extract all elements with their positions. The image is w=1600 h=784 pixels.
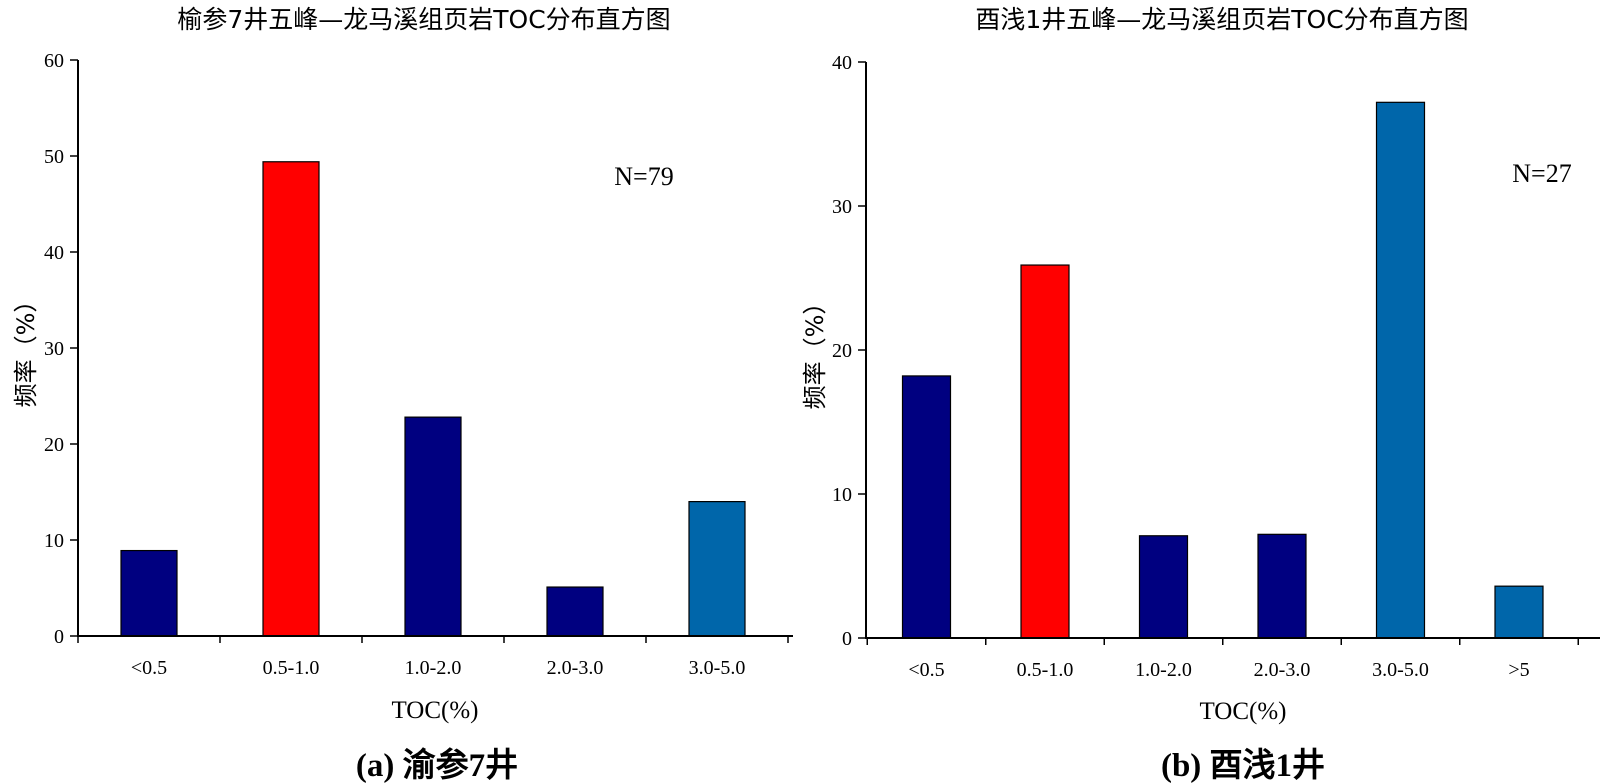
y-tick-label: 20 [832,340,852,362]
y-tick-label: 50 [44,146,64,168]
bar-<0.5 [901,375,952,639]
chart-b-sample-count: N=27 [1512,159,1571,188]
y-tick-label: 40 [832,52,852,74]
x-tick-label: 3.0-5.0 [689,657,746,679]
bar-3.0-5.0 [1375,101,1426,639]
y-tick-label: 30 [832,196,852,218]
x-tick-label: <0.5 [908,659,944,681]
y-tick-label: 0 [54,626,64,648]
bar-0.5-1.0 [1020,264,1070,639]
chart-a-title: 榆参7井五峰—龙马溪组页岩TOC分布直方图 [177,5,670,34]
bar-1.0-2.0 [404,416,462,637]
bar-3.0-5.0 [688,501,746,637]
bar-<0.5 [120,549,178,637]
y-tick-label: 10 [832,484,852,506]
y-tick-label: 0 [842,628,852,650]
x-tick-label: 2.0-3.0 [1254,659,1311,681]
chart-a-sample-count: N=79 [614,162,673,191]
y-tick-label: 40 [44,242,64,264]
y-tick-label: 20 [44,434,64,456]
chart-a-caption: (a) 渝参7井 [356,747,518,784]
bar-0.5-1.0 [262,161,320,637]
x-tick-label: 1.0-2.0 [405,657,462,679]
chart-b-x-label: TOC(%) [1199,698,1286,725]
chart-b-y-label: 频率（%） [801,291,829,410]
chart-b-bars [901,101,1544,639]
bar->5 [1494,585,1544,639]
chart-b-caption: (b) 酉浅1井 [1161,747,1325,784]
chart-a: 榆参7井五峰—龙马溪组页岩TOC分布直方图 0 10 20 30 40 50 60 <0.5… [12,5,793,784]
chart-b-x-ticks: <0.5 0.5-1.0 1.0-2.0 2.0-3.0 3.0-5.0 >5 [866,638,1579,681]
x-tick-label: 2.0-3.0 [547,657,604,679]
chart-b: 酉浅1井五峰—龙马溪组页岩TOC分布直方图 0 10 20 30 40 <0.5 0.5-… [801,5,1600,784]
y-tick-label: 10 [44,530,64,552]
chart-a-y-label: 频率（%） [12,289,40,408]
x-tick-label: 0.5-1.0 [263,657,320,679]
y-tick-label: 30 [44,338,64,360]
bar-2.0-3.0 [546,586,604,637]
x-tick-label: 3.0-5.0 [1372,659,1429,681]
bar-1.0-2.0 [1138,535,1189,639]
x-tick-label: <0.5 [131,657,167,679]
chart-a-x-ticks: <0.5 0.5-1.0 1.0-2.0 2.0-3.0 3.0-5.0 [77,636,789,679]
y-tick-label: 60 [44,50,64,72]
x-tick-label: 0.5-1.0 [1017,659,1074,681]
chart-b-y-ticks: 0 10 20 30 40 [832,52,866,650]
chart-b-title: 酉浅1井五峰—龙马溪组页岩TOC分布直方图 [975,5,1468,34]
chart-a-y-ticks: 0 10 20 30 40 50 60 [44,50,78,648]
chart-a-bars [120,161,746,637]
x-tick-label: 1.0-2.0 [1135,659,1192,681]
x-tick-label: >5 [1508,659,1529,681]
chart-a-x-label: TOC(%) [391,697,478,724]
bar-2.0-3.0 [1257,533,1307,639]
